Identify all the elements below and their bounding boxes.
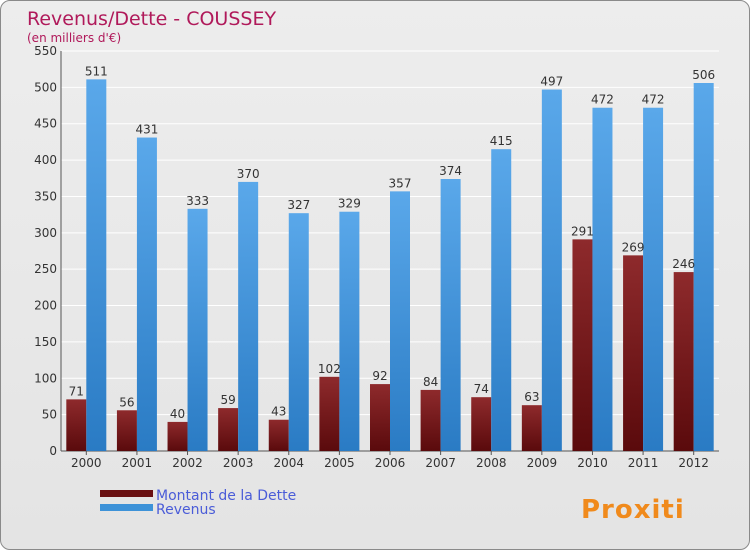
x-tick-label: 2007	[425, 456, 456, 470]
y-tick-label: 450	[34, 117, 57, 131]
y-tick-label: 250	[34, 262, 57, 276]
x-tick-label: 2004	[273, 456, 304, 470]
revenus-bar	[136, 137, 157, 451]
y-tick-label: 400	[34, 153, 57, 167]
revenus-bar	[86, 79, 107, 451]
debt-bar	[572, 239, 593, 451]
debt-value-label: 92	[372, 369, 387, 383]
y-tick-label: 300	[34, 226, 57, 240]
y-tick-label: 350	[34, 189, 57, 203]
chart-subtitle: (en milliers d'€)	[27, 31, 121, 45]
debt-value-label: 74	[474, 382, 489, 396]
revenus-bar	[592, 107, 613, 452]
debt-value-label: 56	[119, 395, 134, 409]
debt-bar	[420, 389, 441, 451]
revenus-bar	[390, 191, 410, 451]
revenus-bar	[643, 107, 664, 452]
y-tick-label: 100	[34, 371, 57, 385]
revenus-value-label: 370	[237, 167, 260, 181]
x-tick-label: 2009	[527, 456, 558, 470]
y-tick-label: 0	[49, 444, 57, 458]
debt-value-label: 43	[271, 405, 286, 419]
revenus-value-label: 357	[389, 176, 412, 190]
revenus-bar	[238, 181, 259, 451]
y-tick-label: 500	[34, 80, 57, 94]
logo-text: Proxiti	[581, 495, 685, 525]
revenus-bar	[288, 213, 309, 451]
revenus-value-label: 333	[186, 194, 209, 208]
y-tick-label: 200	[34, 299, 57, 313]
x-axis-ticks: 2000 2001 2002 2003 2004 2005 2006 2007 2008 2009…	[71, 451, 709, 470]
x-tick-label: 2005	[324, 456, 355, 470]
y-axis-ticks: 0 50 100 150 200 250 300 350 400 450 500 550	[34, 44, 57, 458]
debt-bar	[370, 384, 390, 451]
debt-bar	[673, 272, 694, 451]
bars	[66, 79, 714, 452]
debt-bar	[319, 376, 340, 451]
revenus-bar	[693, 83, 714, 451]
x-tick-label: 2002	[172, 456, 203, 470]
debt-bar	[623, 255, 644, 451]
revenus-value-label: 472	[591, 93, 614, 107]
revenus-value-label: 497	[540, 75, 563, 89]
debt-bar	[167, 421, 188, 451]
x-tick-label: 2006	[375, 456, 406, 470]
legend-label-revenus: Revenus	[156, 502, 216, 518]
debt-bar	[521, 405, 542, 451]
revenus-value-label: 374	[439, 164, 462, 178]
debt-value-label: 291	[571, 224, 594, 238]
legend-label-debt: Montant de la Dette	[156, 488, 296, 504]
revenus-value-label: 511	[85, 64, 108, 78]
debt-bar	[218, 408, 239, 451]
x-tick-label: 2011	[628, 456, 659, 470]
chart-title: Revenus/Dette - COUSSEY	[27, 8, 276, 30]
x-tick-label: 2010	[577, 456, 608, 470]
x-tick-label: 2003	[223, 456, 254, 470]
debt-value-label: 71	[69, 384, 84, 398]
debt-value-label: 102	[318, 362, 341, 376]
proxiti-logo: Proxiti	[581, 495, 685, 525]
revenus-value-label: 327	[287, 198, 310, 212]
y-tick-label: 50	[42, 408, 57, 422]
x-tick-label: 2008	[476, 456, 507, 470]
revenus-bar	[187, 208, 208, 451]
revenus-bar	[541, 89, 562, 451]
x-tick-label: 2001	[122, 456, 153, 470]
x-tick-label: 2000	[71, 456, 102, 470]
revenus-value-label: 415	[490, 134, 513, 148]
legend-swatch-debt	[100, 490, 153, 497]
data-labels: 71 511 56 431 40 333 59 370 43 327 102 329 92 357 84 37…	[69, 64, 715, 421]
revenus-value-label: 472	[642, 93, 665, 107]
legend: Montant de la Dette Revenus	[100, 488, 296, 518]
revenus-bar	[339, 211, 360, 451]
legend-swatch-revenus	[100, 504, 153, 511]
debt-value-label: 63	[524, 390, 539, 404]
revenus-value-label: 506	[692, 68, 715, 82]
revenus-bar	[440, 179, 461, 451]
y-tick-label: 150	[34, 335, 57, 349]
debt-bar	[268, 419, 289, 451]
revenus-value-label: 431	[135, 123, 158, 137]
debt-value-label: 84	[423, 375, 438, 389]
debt-bar	[66, 399, 87, 451]
debt-value-label: 269	[622, 240, 645, 254]
debt-bar	[471, 397, 492, 451]
debt-value-label: 59	[221, 393, 236, 407]
x-tick-label: 2012	[678, 456, 709, 470]
revenus-value-label: 329	[338, 197, 361, 211]
debt-value-label: 40	[170, 407, 185, 421]
debt-value-label: 246	[672, 257, 695, 271]
revenus-bar	[491, 149, 512, 451]
y-tick-label: 550	[34, 44, 57, 58]
debt-bar	[116, 410, 137, 451]
